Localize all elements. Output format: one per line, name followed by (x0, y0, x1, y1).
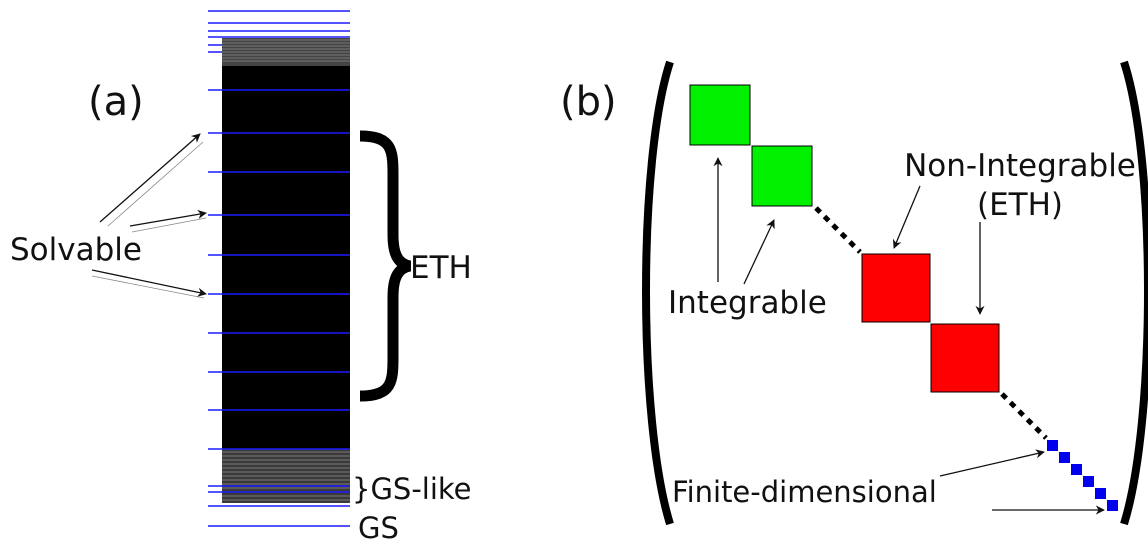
integrable-block (751, 145, 813, 207)
integrable-block (689, 84, 751, 146)
finite-block (1107, 500, 1118, 511)
solvable-label: Solvable (10, 232, 142, 268)
finite-dimensional-label: Finite-dimensional (672, 475, 937, 509)
finite-block (1047, 440, 1058, 451)
eth-subtitle-label: (ETH) (977, 187, 1063, 223)
solvable-arrow (129, 209, 207, 227)
finite-block (1083, 476, 1094, 487)
panel-b-arrows (713, 157, 1105, 515)
finite-block (1095, 488, 1106, 499)
panel-a-label: (a) (88, 79, 144, 125)
panel-a: (a) (10, 10, 472, 542)
eth-brace (359, 130, 412, 402)
solvable-level-lines (208, 89, 350, 507)
finite-dimensional-arrow (939, 449, 1045, 477)
dense-levels-upper-lines (222, 39, 350, 62)
finite-dimensional-blocks (1047, 440, 1118, 511)
finite-block (1071, 464, 1082, 475)
integrable-arrow (743, 219, 775, 285)
non-integrable-label: Non-Integrable (904, 148, 1136, 184)
energy-spectrum (208, 10, 350, 527)
eth-dense-band (222, 66, 350, 449)
solvable-arrows (91, 133, 207, 299)
left-matrix-bracket (642, 60, 674, 526)
non-integrable-block (861, 253, 931, 323)
integrable-label: Integrable (668, 285, 827, 321)
gs-like-label: }GS-like (352, 472, 472, 506)
diagonal-dots (814, 206, 862, 254)
panel-b-label: (b) (560, 79, 617, 125)
solvable-arrow (91, 269, 207, 297)
eth-label: ETH (410, 250, 472, 286)
gs-label: GS (358, 511, 399, 542)
right-matrix-bracket (1120, 60, 1148, 526)
diagonal-dots (1000, 392, 1048, 440)
solvable-arrow (99, 133, 201, 223)
panel-b: (b) Non-Integrable (ETH) Integrable Fini… (560, 60, 1148, 526)
non-integrable-block (930, 323, 1000, 393)
non-integrable-arrow (892, 185, 921, 249)
finite-block (1059, 452, 1070, 463)
